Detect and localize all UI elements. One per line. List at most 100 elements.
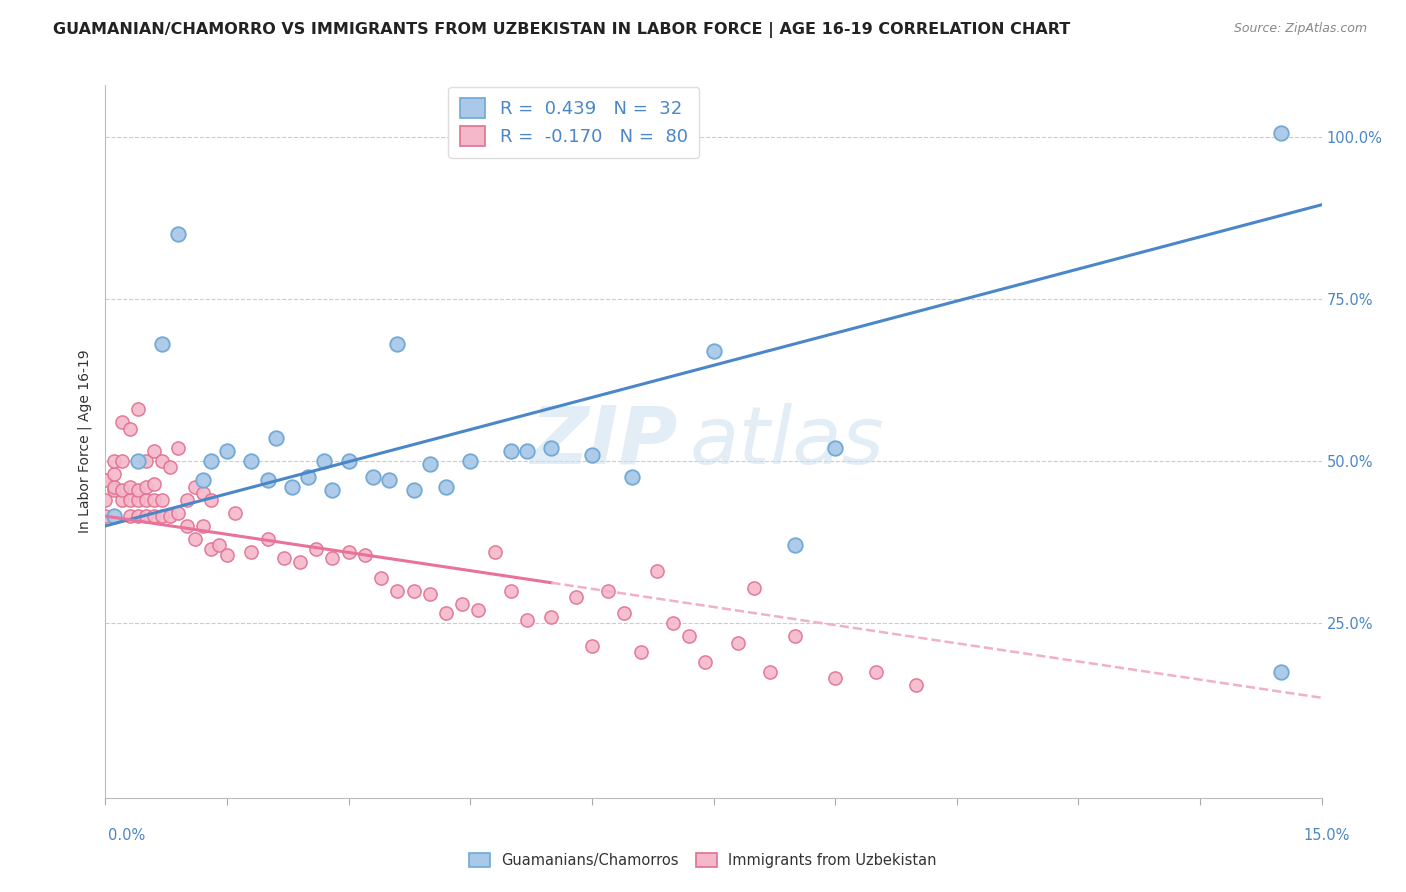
Point xyxy=(183,480,205,494)
Point xyxy=(321,483,343,498)
Point xyxy=(127,509,149,524)
Text: GUAMANIAN/CHAMORRO VS IMMIGRANTS FROM UZBEKISTAN IN LABOR FORCE | AGE 16-19 CORR: GUAMANIAN/CHAMORRO VS IMMIGRANTS FROM UZ… xyxy=(53,22,1071,38)
Point xyxy=(103,483,125,498)
Point xyxy=(361,470,384,484)
Point xyxy=(387,337,409,351)
Point xyxy=(662,616,685,631)
Point xyxy=(451,597,474,611)
Point xyxy=(288,555,311,569)
Point xyxy=(103,509,125,524)
Point xyxy=(135,492,157,507)
Point xyxy=(118,492,141,507)
Point xyxy=(727,635,749,649)
Point xyxy=(264,431,287,445)
Point xyxy=(458,454,481,468)
Point xyxy=(167,227,190,241)
Point xyxy=(159,460,181,475)
Point xyxy=(337,454,360,468)
Point xyxy=(208,538,231,552)
Point xyxy=(484,545,506,559)
Point xyxy=(695,655,717,669)
Point xyxy=(143,444,166,458)
Point xyxy=(200,541,222,556)
Point xyxy=(865,665,887,679)
Text: ZIP: ZIP xyxy=(530,402,678,481)
Point xyxy=(314,454,336,468)
Point xyxy=(467,603,489,617)
Point xyxy=(217,548,239,562)
Point xyxy=(103,480,125,494)
Point xyxy=(370,571,392,585)
Point xyxy=(337,545,360,559)
Point xyxy=(1270,665,1292,679)
Point xyxy=(127,454,149,468)
Point xyxy=(824,671,846,685)
Point xyxy=(111,492,134,507)
Point xyxy=(103,467,125,481)
Point xyxy=(434,607,457,621)
Point xyxy=(150,492,173,507)
Point xyxy=(167,506,190,520)
Point xyxy=(621,470,644,484)
Point xyxy=(759,665,782,679)
Point xyxy=(516,444,538,458)
Point xyxy=(135,480,157,494)
Point xyxy=(127,402,149,417)
Point xyxy=(183,532,205,546)
Point xyxy=(111,415,134,429)
Point xyxy=(217,444,239,458)
Text: 0.0%: 0.0% xyxy=(108,828,145,843)
Point xyxy=(581,639,603,653)
Point xyxy=(598,583,620,598)
Point xyxy=(111,483,134,498)
Point xyxy=(94,492,117,507)
Point xyxy=(297,470,319,484)
Point xyxy=(150,337,173,351)
Point xyxy=(905,678,928,692)
Point xyxy=(176,492,198,507)
Point xyxy=(143,509,166,524)
Point xyxy=(1270,127,1292,141)
Point xyxy=(191,486,214,500)
Point xyxy=(118,421,141,435)
Point xyxy=(273,551,295,566)
Text: atlas: atlas xyxy=(689,402,884,481)
Point xyxy=(419,587,441,601)
Point xyxy=(135,454,157,468)
Y-axis label: In Labor Force | Age 16-19: In Labor Force | Age 16-19 xyxy=(77,350,93,533)
Text: 15.0%: 15.0% xyxy=(1303,828,1350,843)
Point xyxy=(402,583,425,598)
Point xyxy=(321,551,343,566)
Point xyxy=(378,474,401,488)
Point xyxy=(94,474,117,488)
Point xyxy=(354,548,377,562)
Point xyxy=(240,454,263,468)
Point xyxy=(143,476,166,491)
Point xyxy=(200,454,222,468)
Point xyxy=(783,629,806,643)
Point xyxy=(678,629,700,643)
Legend: Guamanians/Chamorros, Immigrants from Uzbekistan: Guamanians/Chamorros, Immigrants from Uz… xyxy=(464,847,942,874)
Point xyxy=(581,448,603,462)
Point xyxy=(824,441,846,455)
Point xyxy=(127,492,149,507)
Point xyxy=(516,613,538,627)
Point xyxy=(150,454,173,468)
Point xyxy=(281,480,304,494)
Point xyxy=(127,483,149,498)
Point xyxy=(645,564,668,578)
Point xyxy=(191,474,214,488)
Point xyxy=(135,509,157,524)
Point xyxy=(118,480,141,494)
Point xyxy=(94,509,117,524)
Point xyxy=(742,581,765,595)
Point xyxy=(159,509,181,524)
Point xyxy=(540,609,562,624)
Legend: R =  0.439   N =  32, R =  -0.170   N =  80: R = 0.439 N = 32, R = -0.170 N = 80 xyxy=(449,87,699,158)
Point xyxy=(176,519,198,533)
Point xyxy=(630,645,652,659)
Point xyxy=(150,509,173,524)
Point xyxy=(402,483,425,498)
Point xyxy=(499,583,522,598)
Point xyxy=(224,506,246,520)
